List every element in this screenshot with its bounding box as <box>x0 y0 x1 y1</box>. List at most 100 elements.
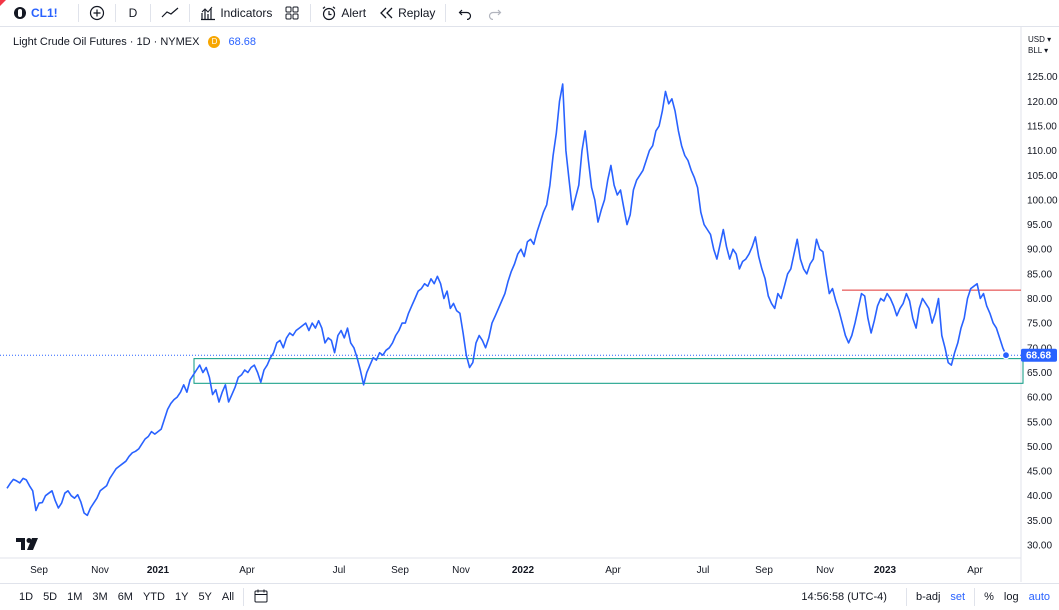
alert-button[interactable]: Alert <box>315 0 372 26</box>
indicators-button[interactable]: Indicators <box>194 0 278 26</box>
symbol-logo-icon <box>14 7 26 19</box>
delayed-data-badge: D <box>208 36 221 48</box>
price-tick-label: 85.00 <box>1027 269 1052 280</box>
compare-symbol-button[interactable] <box>83 0 111 26</box>
range-button-1y[interactable]: 1Y <box>174 591 189 603</box>
legend-title: Light Crude Oil Futures · 1D · NYMEX <box>13 36 200 48</box>
time-tick-label: Nov <box>816 565 834 576</box>
chart-type-button[interactable] <box>155 0 185 26</box>
price-tick-label: 75.00 <box>1027 319 1052 330</box>
replay-button[interactable]: Replay <box>372 0 441 26</box>
time-tick-label: Sep <box>391 565 409 576</box>
price-tick-label: 40.00 <box>1027 491 1052 502</box>
range-button-3m[interactable]: 3M <box>92 591 108 603</box>
range-button-1d[interactable]: 1D <box>19 591 34 603</box>
toolbar-divider <box>77 4 79 22</box>
clock-timezone[interactable]: 14:56:58 (UTC-4) <box>801 591 887 603</box>
line-chart-icon <box>161 7 179 18</box>
price-chart[interactable]: 125.00 120.00 115.00 110.00 105.00 100.00 95.0… <box>0 0 1059 582</box>
range-button-6m[interactable]: 6M <box>117 591 133 603</box>
alarm-clock-icon <box>322 6 336 21</box>
interval-label: D <box>128 6 138 20</box>
toolbar-divider <box>243 588 245 606</box>
go-to-date-button[interactable] <box>248 588 274 607</box>
indicators-label: Indicators <box>220 6 273 20</box>
percent-scale-toggle[interactable]: % <box>984 591 994 603</box>
symbol-search-button[interactable]: CL1! <box>0 0 64 26</box>
settlement-toggle[interactable]: set <box>950 591 966 603</box>
plus-circle-icon <box>89 5 104 21</box>
last-price-marker <box>1001 351 1011 360</box>
price-tick-label: 105.00 <box>1027 171 1058 182</box>
chevron-down-icon: ▾ <box>1044 46 1049 55</box>
time-tick-label: Sep <box>755 565 773 576</box>
last-price-label-box: 68.68 <box>1021 348 1057 362</box>
support-zone-rectangle[interactable] <box>193 358 1024 384</box>
toolbar-divider <box>310 4 312 22</box>
price-tick-label: 35.00 <box>1027 516 1052 527</box>
time-tick-label: Jul <box>333 565 346 576</box>
price-axis[interactable]: 125.00 120.00 115.00 110.00 105.00 100.00 95.0… <box>1027 72 1058 551</box>
tradingview-logo-icon <box>16 538 38 550</box>
toolbar-divider <box>974 588 976 606</box>
currency-unit-selector[interactable]: USD ▾ BLL ▾ <box>1028 34 1051 56</box>
price-tick-label: 120.00 <box>1027 97 1058 108</box>
price-tick-label: 30.00 <box>1027 541 1052 552</box>
price-tick-label: 80.00 <box>1027 294 1052 305</box>
layout-templates-button[interactable] <box>278 0 306 26</box>
bottom-right-controls: 14:56:58 (UTC-4) b-adj set % log auto <box>796 584 1059 610</box>
range-button-all[interactable]: All <box>221 591 235 603</box>
rewind-icon <box>380 7 393 19</box>
time-axis[interactable]: Sep Nov 2021 Apr Jul Sep Nov 2022 Apr Jul Sep Nov 20… <box>30 565 983 576</box>
back-adjust-toggle[interactable]: b-adj <box>915 591 941 603</box>
price-tick-label: 65.00 <box>1027 368 1052 379</box>
toolbar-divider <box>445 4 447 22</box>
price-tick-label: 125.00 <box>1027 72 1058 83</box>
time-tick-label: Apr <box>967 565 983 576</box>
log-scale-toggle[interactable]: log <box>1003 591 1019 603</box>
auto-scale-toggle[interactable]: auto <box>1028 591 1050 603</box>
range-button-5y[interactable]: 5Y <box>198 591 212 603</box>
legend-last-price: 68.68 <box>228 36 256 48</box>
replay-label: Replay <box>398 6 436 20</box>
time-tick-label: 2023 <box>874 565 897 576</box>
bottom-toolbar: 1D 5D 1M 3M 6M YTD 1Y 5Y All 14:56:58 (UTC-4) b-… <box>0 583 1059 610</box>
price-tick-label: 90.00 <box>1027 245 1052 256</box>
svg-text:68.68: 68.68 <box>1026 351 1051 362</box>
alert-corner-marker <box>0 0 6 6</box>
time-tick-label: Apr <box>239 565 255 576</box>
toolbar-divider <box>189 4 191 22</box>
top-toolbar: CL1! D Indicators Alert Replay <box>0 0 1059 27</box>
time-tick-label: Apr <box>605 565 621 576</box>
price-tick-label: 110.00 <box>1027 146 1057 157</box>
redo-button[interactable] <box>480 0 510 26</box>
toolbar-divider <box>905 588 907 606</box>
time-tick-label: Nov <box>452 565 470 576</box>
range-button-ytd[interactable]: YTD <box>142 591 165 603</box>
range-button-5d[interactable]: 5D <box>43 591 58 603</box>
symbol-name: CL1! <box>31 6 58 20</box>
grid-layout-icon <box>285 6 299 20</box>
time-tick-label: 2021 <box>147 565 170 576</box>
undo-icon <box>459 9 472 20</box>
chart-legend: Light Crude Oil Futures · 1D · NYMEX D 6… <box>13 36 256 48</box>
tradingview-logo[interactable] <box>16 537 40 555</box>
price-tick-label: 115.00 <box>1027 121 1057 132</box>
chevron-down-icon: ▾ <box>1047 35 1052 44</box>
time-tick-label: Jul <box>697 565 710 576</box>
price-tick-label: 100.00 <box>1027 195 1058 206</box>
alert-label: Alert <box>341 6 367 20</box>
price-tick-label: 45.00 <box>1027 467 1052 478</box>
undo-button[interactable] <box>450 0 480 26</box>
time-tick-label: 2022 <box>512 565 535 576</box>
interval-button[interactable]: D <box>120 0 147 26</box>
unit-label: BLL <box>1028 46 1042 55</box>
calendar-icon <box>254 589 268 602</box>
redo-icon <box>489 9 502 20</box>
price-series-line <box>6 83 1007 517</box>
time-tick-label: Nov <box>91 565 109 576</box>
range-button-1m[interactable]: 1M <box>67 591 83 603</box>
toolbar-divider <box>114 4 116 22</box>
price-tick-label: 50.00 <box>1027 442 1052 453</box>
price-tick-label: 60.00 <box>1027 393 1052 404</box>
